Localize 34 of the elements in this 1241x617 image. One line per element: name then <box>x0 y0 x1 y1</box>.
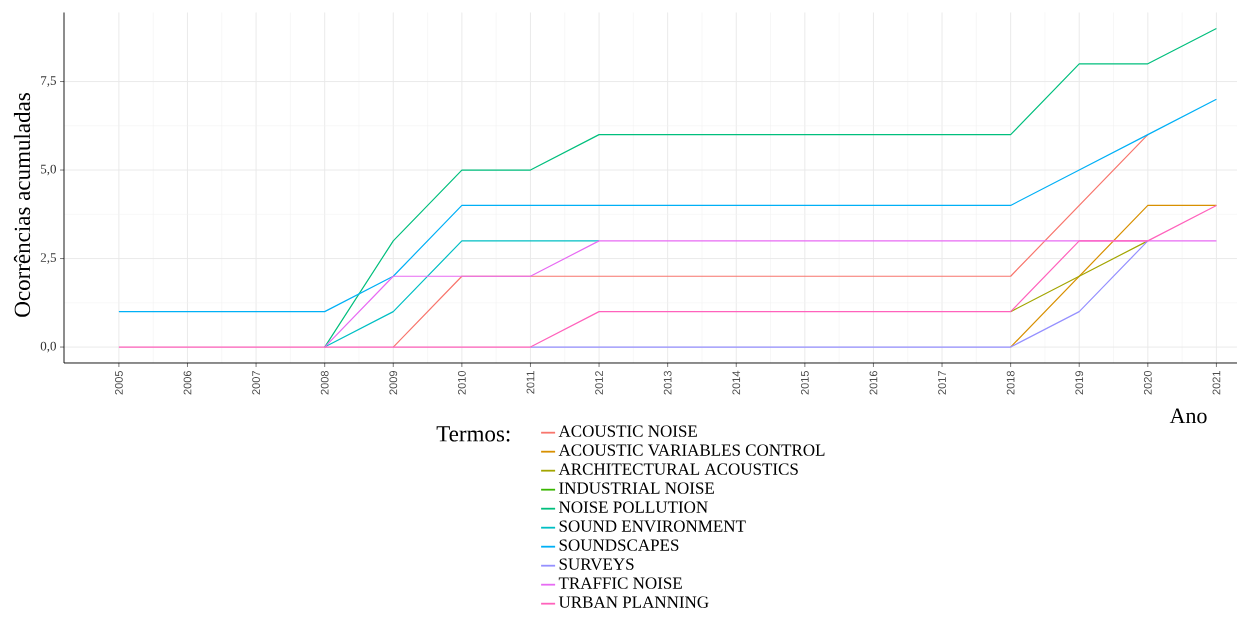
legend-label: SOUNDSCAPES <box>559 539 679 551</box>
legend-label: NOISE POLLUTION <box>559 501 708 513</box>
x-tick-label: 2015 <box>800 371 809 395</box>
x-tick-label: 2005 <box>115 371 123 395</box>
x-axis-title: Ano <box>1169 408 1207 424</box>
legend-label: URBAN PLANNING <box>558 596 709 608</box>
x-tick-label: 2016 <box>869 371 878 395</box>
x-tick-label: 2010 <box>457 370 466 395</box>
legend-label: ACOUSTIC NOISE <box>558 425 697 437</box>
x-tick-label: 2020 <box>1143 370 1152 395</box>
x-tick-label: 2011 <box>526 371 535 394</box>
legend-label: SURVEYS <box>559 558 634 570</box>
legend-label: TRAFFIC NOISE <box>558 577 682 589</box>
legend-label: SOUND ENVIRONMENT <box>559 520 746 532</box>
x-tick-label: 2013 <box>663 371 672 395</box>
x-tick-label: 2019 <box>1075 371 1084 395</box>
x-tick-label: 2014 <box>732 370 741 395</box>
y-axis-title: Ocorrências acumuladas <box>13 93 31 317</box>
legend-label: INDUSTRIAL NOISE <box>559 482 714 494</box>
x-tick-label: 2006 <box>183 371 192 395</box>
x-tick-label: 2009 <box>389 371 398 395</box>
x-tick-label: 2018 <box>1006 371 1015 395</box>
y-tick-label: 0,0 <box>40 341 57 353</box>
x-tick-label: 2012 <box>595 371 603 395</box>
x-tick-label: 2007 <box>252 371 260 395</box>
y-tick-label: 5,0 <box>41 164 57 176</box>
y-tick-label: 2,5 <box>40 253 56 264</box>
legend-title: Termos: <box>436 426 510 442</box>
x-tick-label: 2017 <box>938 371 946 395</box>
legend-label: ARCHITECTURAL ACOUSTICS <box>558 463 798 475</box>
legend-label: ACOUSTIC VARIABLES CONTROL <box>558 444 825 456</box>
x-tick-label: 2021 <box>1212 371 1221 395</box>
x-tick-label: 2008 <box>320 371 329 395</box>
y-tick-label: 7,5 <box>41 76 56 87</box>
